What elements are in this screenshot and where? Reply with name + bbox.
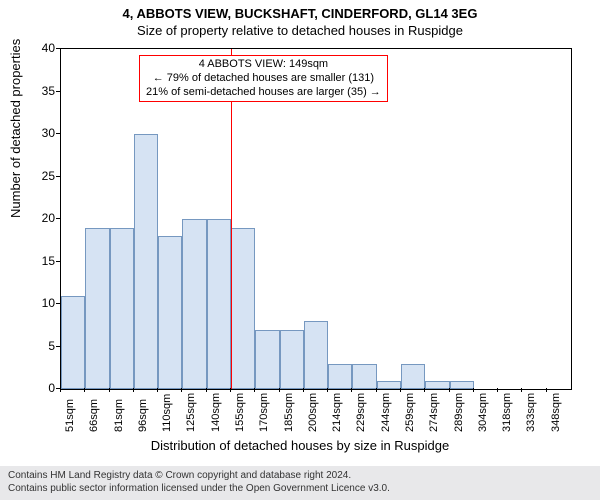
bar <box>134 134 158 389</box>
xtick-mark <box>400 388 401 392</box>
xtick-mark <box>327 388 328 392</box>
footer-line2: Contains public sector information licen… <box>8 483 592 496</box>
xtick-mark <box>157 388 158 392</box>
bar <box>255 330 279 390</box>
xtick-mark <box>303 388 304 392</box>
xtick-mark <box>449 388 450 392</box>
xtick-label: 81sqm <box>113 399 125 432</box>
annotation-line3: 21% of semi-detached houses are larger (… <box>146 86 381 100</box>
xtick-mark <box>473 388 474 392</box>
bar <box>110 228 134 390</box>
page-title: 4, ABBOTS VIEW, BUCKSHAFT, CINDERFORD, G… <box>0 0 600 21</box>
bar <box>158 236 182 389</box>
annotation-line2: ← 79% of detached houses are smaller (13… <box>146 72 381 86</box>
xtick-mark <box>133 388 134 392</box>
annotation-box: 4 ABBOTS VIEW: 149sqm ← 79% of detached … <box>139 55 388 102</box>
xtick-mark <box>546 388 547 392</box>
bar <box>425 381 449 390</box>
bar <box>328 364 352 390</box>
bar <box>352 364 376 390</box>
bar <box>231 228 255 390</box>
xtick-mark <box>206 388 207 392</box>
annotation-line1: 4 ABBOTS VIEW: 149sqm <box>146 58 381 72</box>
xtick-mark <box>376 388 377 392</box>
xtick-mark <box>230 388 231 392</box>
xtick-mark <box>424 388 425 392</box>
xtick-label: 200sqm <box>307 393 319 432</box>
xtick-mark <box>279 388 280 392</box>
xtick-label: 274sqm <box>428 393 440 432</box>
xtick-mark <box>60 388 61 392</box>
xtick-label: 259sqm <box>404 393 416 432</box>
xtick-mark <box>521 388 522 392</box>
xtick-label: 96sqm <box>137 399 149 432</box>
ytick-label: 5 <box>15 339 55 353</box>
x-axis-title: Distribution of detached houses by size … <box>0 438 600 453</box>
xtick-label: 155sqm <box>234 393 246 432</box>
footer-line1: Contains HM Land Registry data © Crown c… <box>8 470 592 483</box>
bar <box>85 228 109 390</box>
xtick-label: 140sqm <box>210 393 222 432</box>
ytick-label: 30 <box>15 126 55 140</box>
xtick-mark <box>351 388 352 392</box>
xtick-label: 304sqm <box>477 393 489 432</box>
xtick-label: 244sqm <box>380 393 392 432</box>
xtick-label: 110sqm <box>161 394 173 432</box>
xtick-label: 214sqm <box>331 393 343 432</box>
xtick-mark <box>254 388 255 392</box>
xtick-label: 318sqm <box>501 393 513 432</box>
ytick-label: 40 <box>15 41 55 55</box>
xtick-label: 185sqm <box>283 393 295 432</box>
footer: Contains HM Land Registry data © Crown c… <box>0 466 600 500</box>
bar <box>207 219 231 389</box>
xtick-mark <box>109 388 110 392</box>
page-subtitle: Size of property relative to detached ho… <box>0 23 600 38</box>
xtick-label: 348sqm <box>550 393 562 432</box>
xtick-label: 51sqm <box>64 399 76 432</box>
bar <box>450 381 474 390</box>
bar <box>304 321 328 389</box>
ytick-label: 10 <box>15 296 55 310</box>
bar <box>401 364 425 390</box>
xtick-label: 229sqm <box>355 393 367 432</box>
page-root: 4, ABBOTS VIEW, BUCKSHAFT, CINDERFORD, G… <box>0 0 600 500</box>
xtick-label: 333sqm <box>525 393 537 432</box>
xtick-mark <box>181 388 182 392</box>
bar <box>182 219 206 389</box>
ytick-label: 0 <box>15 381 55 395</box>
ytick-label: 35 <box>15 84 55 98</box>
ytick-label: 25 <box>15 169 55 183</box>
xtick-label: 66sqm <box>88 399 100 432</box>
xtick-label: 125sqm <box>185 393 197 432</box>
xtick-mark <box>84 388 85 392</box>
ytick-label: 20 <box>15 211 55 225</box>
ytick-label: 15 <box>15 254 55 268</box>
xtick-label: 170sqm <box>258 393 270 432</box>
bar <box>61 296 85 390</box>
bar <box>280 330 304 390</box>
plot-area: 4 ABBOTS VIEW: 149sqm ← 79% of detached … <box>60 48 572 390</box>
xtick-label: 289sqm <box>453 393 465 432</box>
xtick-mark <box>497 388 498 392</box>
bar <box>377 381 401 390</box>
